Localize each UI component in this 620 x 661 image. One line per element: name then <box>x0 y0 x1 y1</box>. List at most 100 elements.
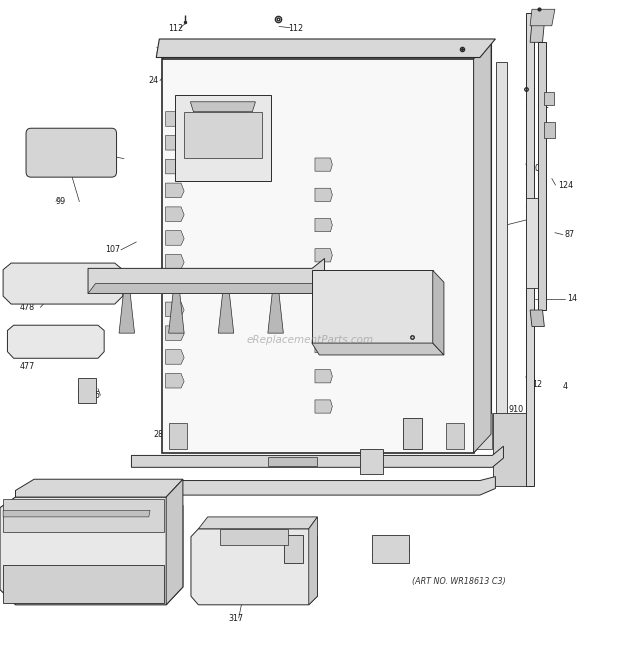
Text: 87: 87 <box>564 230 574 239</box>
Text: 910: 910 <box>508 405 523 414</box>
Polygon shape <box>166 136 184 150</box>
Polygon shape <box>119 293 135 333</box>
Polygon shape <box>544 122 555 138</box>
Polygon shape <box>166 302 184 317</box>
Polygon shape <box>312 343 444 355</box>
Polygon shape <box>131 446 503 467</box>
Text: 105: 105 <box>293 545 308 555</box>
Polygon shape <box>433 270 444 355</box>
Text: 11: 11 <box>539 101 549 110</box>
Polygon shape <box>526 13 534 486</box>
Text: 12: 12 <box>532 380 542 389</box>
Polygon shape <box>538 42 546 310</box>
Polygon shape <box>312 270 433 343</box>
Polygon shape <box>166 278 184 293</box>
Bar <box>544 92 554 105</box>
Text: 14: 14 <box>567 294 577 303</box>
Polygon shape <box>530 22 544 42</box>
Polygon shape <box>268 293 283 333</box>
Text: 128: 128 <box>396 545 410 555</box>
Polygon shape <box>144 477 495 495</box>
Polygon shape <box>315 340 332 352</box>
Polygon shape <box>169 293 184 333</box>
Text: 112: 112 <box>288 24 303 33</box>
Text: 112: 112 <box>168 24 183 33</box>
Polygon shape <box>3 263 123 304</box>
Text: 105: 105 <box>86 391 100 400</box>
Bar <box>175 95 271 181</box>
Text: 150: 150 <box>414 299 429 309</box>
Text: 106: 106 <box>87 147 102 157</box>
Polygon shape <box>315 279 332 292</box>
Text: 15: 15 <box>530 215 540 224</box>
Polygon shape <box>156 39 495 58</box>
Polygon shape <box>198 517 317 529</box>
Text: 127: 127 <box>180 459 195 469</box>
Text: 477: 477 <box>20 362 35 371</box>
Text: 124: 124 <box>558 180 573 190</box>
Text: 478: 478 <box>20 303 35 312</box>
Text: 103: 103 <box>431 426 446 436</box>
Text: 566: 566 <box>254 438 269 447</box>
Polygon shape <box>268 457 317 466</box>
Polygon shape <box>530 310 544 327</box>
Text: eReplacementParts.com: eReplacementParts.com <box>246 335 374 346</box>
Bar <box>164 61 471 451</box>
Text: 104: 104 <box>453 438 467 447</box>
Polygon shape <box>309 517 317 605</box>
Text: 157: 157 <box>26 525 42 535</box>
Bar <box>172 66 469 442</box>
Text: (ART NO. WR18613 C3): (ART NO. WR18613 C3) <box>412 577 506 586</box>
Text: 4: 4 <box>563 382 568 391</box>
Polygon shape <box>88 258 324 293</box>
Polygon shape <box>166 112 184 126</box>
Text: 18: 18 <box>526 24 536 33</box>
Text: 118: 118 <box>172 182 187 191</box>
Polygon shape <box>315 400 332 413</box>
Polygon shape <box>166 479 183 605</box>
Polygon shape <box>315 218 332 231</box>
Polygon shape <box>218 293 234 333</box>
Bar <box>191 76 464 423</box>
Bar <box>446 423 464 449</box>
Polygon shape <box>3 510 150 517</box>
FancyBboxPatch shape <box>26 128 117 177</box>
Text: 24: 24 <box>148 76 158 85</box>
Polygon shape <box>3 499 164 532</box>
Polygon shape <box>166 231 184 245</box>
Polygon shape <box>166 254 184 269</box>
Polygon shape <box>166 207 184 221</box>
Polygon shape <box>166 159 184 174</box>
Text: 158: 158 <box>45 592 60 601</box>
Polygon shape <box>166 350 184 364</box>
Bar <box>472 413 492 449</box>
Bar <box>169 423 187 449</box>
Polygon shape <box>530 9 555 26</box>
Polygon shape <box>191 529 317 605</box>
Bar <box>360 449 383 474</box>
Text: 29: 29 <box>368 440 378 449</box>
Text: 10: 10 <box>530 164 540 173</box>
Polygon shape <box>315 369 332 383</box>
Bar <box>162 59 474 453</box>
Bar <box>403 418 422 449</box>
Polygon shape <box>166 326 184 340</box>
Bar <box>496 62 507 449</box>
Text: 26: 26 <box>267 426 277 436</box>
Polygon shape <box>315 188 332 202</box>
Text: 476: 476 <box>20 351 35 360</box>
Text: 28: 28 <box>154 430 164 440</box>
Polygon shape <box>474 40 491 453</box>
Bar <box>184 112 262 158</box>
Text: 107: 107 <box>105 245 120 254</box>
Polygon shape <box>16 479 183 497</box>
Text: 99: 99 <box>56 197 66 206</box>
Bar <box>284 535 303 563</box>
Polygon shape <box>166 373 184 388</box>
Text: 921: 921 <box>443 76 459 85</box>
Bar <box>181 70 466 432</box>
Polygon shape <box>166 183 184 198</box>
Polygon shape <box>7 325 104 358</box>
Bar <box>372 535 409 563</box>
Text: 156: 156 <box>98 512 113 522</box>
